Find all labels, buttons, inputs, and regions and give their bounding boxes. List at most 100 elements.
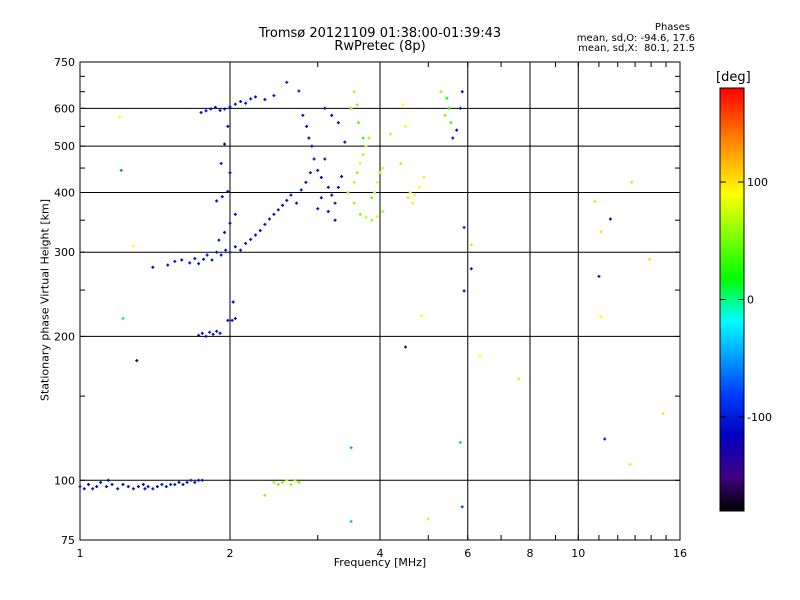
data-point bbox=[364, 215, 368, 219]
data-point bbox=[356, 121, 360, 125]
data-point bbox=[403, 345, 407, 349]
y-tick-label: 300 bbox=[54, 246, 75, 259]
data-points bbox=[78, 80, 665, 523]
data-point bbox=[375, 215, 379, 219]
x-tick-label: 8 bbox=[527, 547, 534, 560]
data-point bbox=[285, 80, 289, 84]
data-point bbox=[173, 482, 177, 486]
data-point bbox=[233, 245, 237, 249]
data-point bbox=[361, 153, 365, 157]
chart-title: Tromsø 20121109 01:38:00-01:39:43 bbox=[258, 26, 502, 41]
data-point bbox=[185, 480, 189, 484]
y-tick-label: 600 bbox=[54, 102, 75, 115]
data-point bbox=[599, 230, 603, 234]
data-point bbox=[349, 446, 353, 450]
data-point bbox=[381, 166, 385, 170]
data-point bbox=[272, 94, 276, 98]
data-point bbox=[336, 121, 340, 125]
data-point bbox=[143, 487, 147, 491]
data-point bbox=[141, 482, 145, 486]
data-point bbox=[375, 180, 379, 184]
data-point bbox=[276, 482, 280, 486]
x-tick-label: 6 bbox=[464, 547, 471, 560]
data-point bbox=[458, 106, 462, 110]
data-point bbox=[399, 161, 403, 165]
data-point bbox=[217, 238, 221, 242]
data-point bbox=[462, 225, 466, 229]
data-point bbox=[231, 300, 235, 304]
data-point bbox=[226, 318, 230, 322]
data-point bbox=[166, 263, 170, 267]
data-point bbox=[86, 482, 90, 486]
data-point bbox=[239, 248, 243, 252]
data-point bbox=[458, 440, 462, 444]
data-point bbox=[358, 161, 362, 165]
y-tick-label: 75 bbox=[61, 534, 75, 547]
colorbar-ticks: 100 0 -100 bbox=[720, 176, 772, 424]
data-point bbox=[307, 136, 311, 140]
data-point bbox=[151, 487, 155, 491]
data-point bbox=[197, 478, 201, 482]
data-point bbox=[447, 106, 451, 110]
data-point bbox=[200, 331, 204, 335]
data-point bbox=[417, 185, 421, 189]
x-tick-label: 4 bbox=[377, 547, 384, 560]
data-point bbox=[244, 101, 248, 105]
data-point bbox=[119, 168, 123, 172]
phase-stats-title: Phases bbox=[654, 22, 690, 33]
data-point bbox=[349, 519, 353, 523]
data-point bbox=[319, 175, 323, 179]
data-point bbox=[326, 210, 330, 214]
data-point bbox=[381, 210, 385, 214]
data-point bbox=[597, 274, 601, 278]
data-point bbox=[460, 505, 464, 509]
data-point bbox=[373, 190, 377, 194]
data-point bbox=[439, 90, 443, 94]
data-point bbox=[408, 190, 412, 194]
axis-ticks: 1 2 4 6 8 10 16 75 100 200 300 400 500 600 750 bbox=[54, 56, 687, 560]
data-point bbox=[593, 200, 597, 204]
data-point bbox=[364, 144, 368, 148]
data-point bbox=[189, 478, 193, 482]
data-point bbox=[135, 359, 139, 363]
data-point bbox=[333, 201, 337, 205]
data-point bbox=[355, 103, 359, 107]
data-point bbox=[228, 105, 232, 109]
data-point bbox=[233, 316, 237, 320]
y-tick-label: 100 bbox=[54, 474, 75, 487]
data-point bbox=[249, 237, 253, 241]
data-point bbox=[340, 175, 344, 179]
data-point bbox=[249, 97, 253, 101]
y-tick-label: 400 bbox=[54, 186, 75, 199]
data-point bbox=[209, 107, 213, 111]
data-point bbox=[223, 142, 227, 146]
data-point bbox=[310, 144, 314, 148]
x-axis-label: Frequency [MHz] bbox=[333, 556, 427, 569]
data-point bbox=[401, 103, 405, 107]
data-point bbox=[281, 480, 285, 484]
data-point bbox=[352, 201, 356, 205]
data-point bbox=[117, 115, 121, 119]
data-point bbox=[316, 207, 320, 211]
data-point bbox=[330, 193, 334, 197]
data-point bbox=[200, 478, 204, 482]
data-point bbox=[608, 217, 612, 221]
data-point bbox=[239, 100, 243, 104]
data-point bbox=[352, 180, 356, 184]
data-point bbox=[219, 161, 223, 165]
data-point bbox=[455, 128, 459, 132]
data-point bbox=[297, 480, 301, 484]
data-point bbox=[78, 485, 82, 489]
colorbar-tick-label: 0 bbox=[747, 294, 754, 307]
data-point bbox=[228, 171, 232, 175]
data-point bbox=[378, 171, 382, 175]
data-point bbox=[599, 315, 603, 319]
data-point bbox=[244, 241, 248, 245]
data-point bbox=[258, 229, 262, 233]
data-point bbox=[91, 487, 95, 491]
data-point bbox=[299, 188, 303, 192]
x-tick-label: 10 bbox=[571, 547, 585, 560]
data-point bbox=[304, 180, 308, 184]
data-point bbox=[193, 257, 197, 261]
